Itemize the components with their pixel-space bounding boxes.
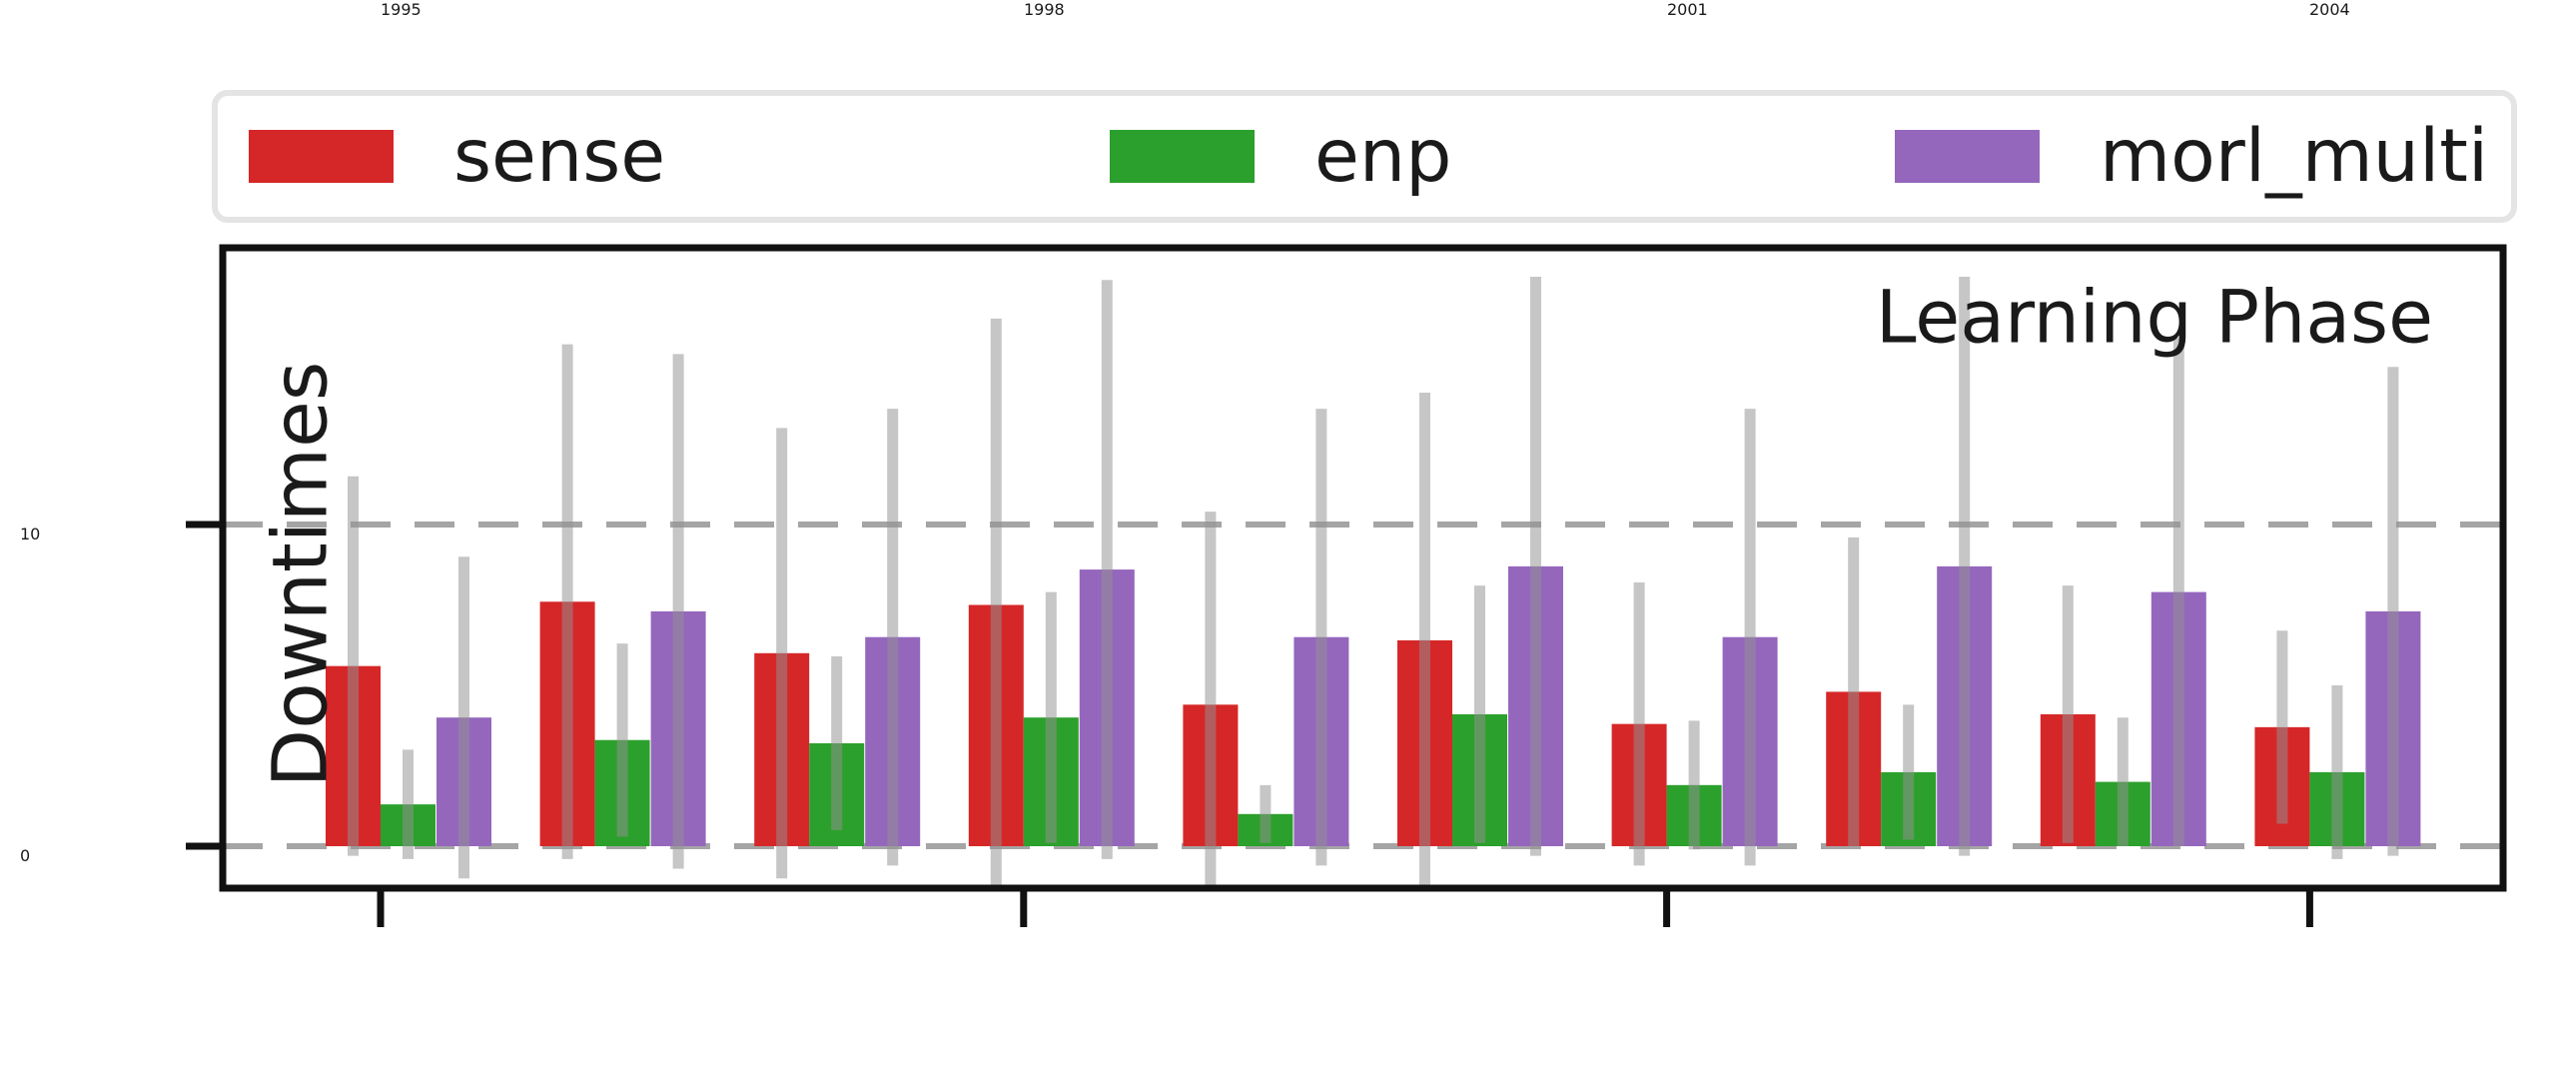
y-tick-label-0: 0 [20, 846, 31, 865]
legend-swatch-enp [1110, 130, 1255, 183]
legend-label: morl_multi [2100, 114, 2489, 199]
legend-entry-enp: enp [1110, 96, 1452, 217]
legend: sense enp morl_multi [212, 90, 2517, 223]
legend-label: enp [1314, 114, 1452, 199]
x-tick-label-1998: 1998 [1024, 0, 1065, 19]
axes-spines [219, 244, 2507, 892]
legend-label: sense [453, 114, 666, 199]
x-tick-label-2004: 2004 [2309, 0, 2350, 19]
legend-entry-morl-multi: morl_multi [1895, 96, 2488, 217]
x-tick-label-1995: 1995 [381, 0, 422, 19]
y-axis-title: Downtimes [255, 361, 345, 788]
plot-annotation: Learning Phase [1875, 275, 2433, 361]
legend-swatch-morl-multi [1895, 130, 2040, 183]
legend-entry-sense: sense [249, 96, 665, 217]
y-tick-label-10: 10 [20, 525, 41, 543]
x-tick-label-2001: 2001 [1667, 0, 1708, 19]
legend-swatch-sense [249, 130, 394, 183]
